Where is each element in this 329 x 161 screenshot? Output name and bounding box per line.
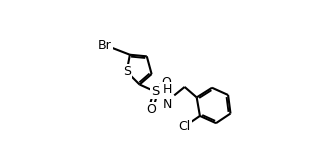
Text: S: S: [151, 85, 160, 98]
Text: Br: Br: [98, 39, 112, 52]
Text: O: O: [146, 103, 156, 116]
Text: S: S: [123, 65, 131, 78]
Text: O: O: [161, 76, 171, 89]
Text: H
N: H N: [163, 83, 172, 111]
Text: Cl: Cl: [179, 120, 191, 133]
